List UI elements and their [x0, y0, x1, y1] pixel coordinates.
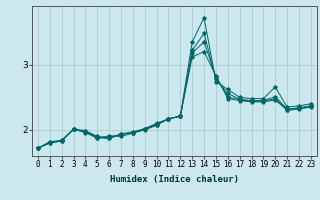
X-axis label: Humidex (Indice chaleur): Humidex (Indice chaleur) [110, 175, 239, 184]
